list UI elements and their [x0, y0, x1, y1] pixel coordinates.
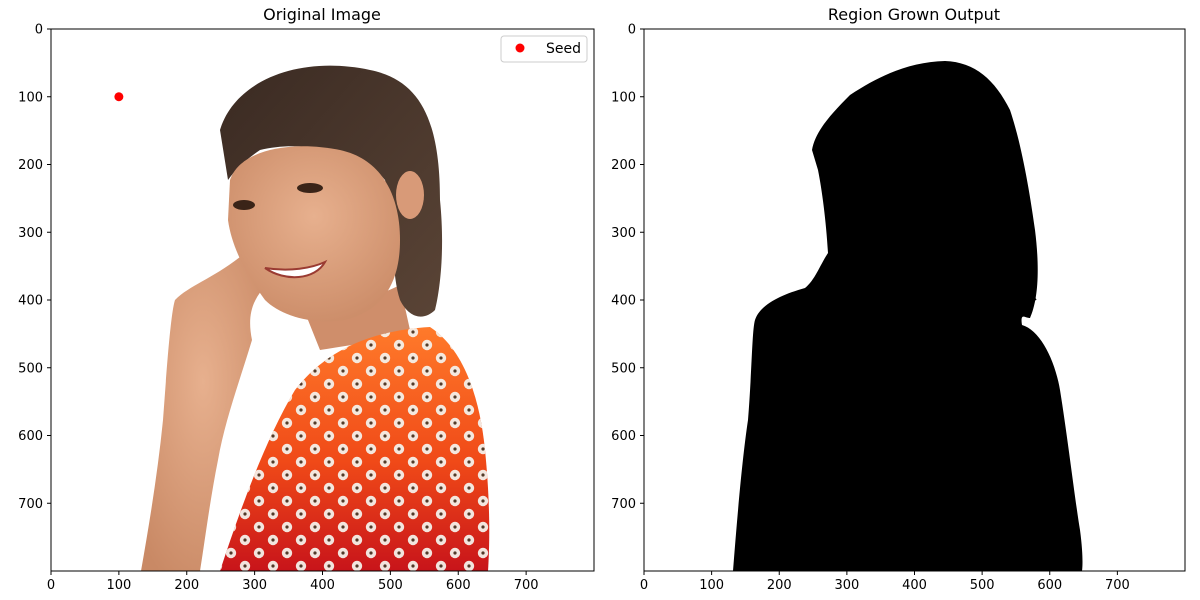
original-photo	[51, 29, 594, 571]
right-x-tick-label: 100	[699, 578, 724, 593]
right-y-tick-label: 300	[611, 226, 636, 241]
right-x-tick-label: 0	[640, 578, 648, 593]
right-x-tick-label: 300	[834, 578, 859, 593]
left-y-tick-label: 0	[35, 23, 43, 38]
left-x-tick-label: 600	[446, 578, 471, 593]
right-panel: Region Grown Output 0 100 200 300 400 500 600 7…	[611, 5, 1186, 593]
left-panel-title: Original Image	[263, 5, 381, 24]
photo-arm	[141, 255, 265, 571]
photo-neck	[300, 285, 410, 350]
left-y-tick-label: 700	[18, 497, 43, 512]
left-x-ticks: 0 100 200 300 400 500 600 700	[47, 571, 539, 593]
right-y-tick-label: 700	[611, 497, 636, 512]
right-y-tick-label: 400	[611, 294, 636, 309]
left-x-tick-label: 0	[47, 578, 55, 593]
right-panel-title: Region Grown Output	[828, 5, 1000, 24]
seed-points	[114, 92, 124, 102]
left-y-tick-label: 300	[18, 226, 43, 241]
right-x-ticks: 0 100 200 300 400 500 600 700	[640, 571, 1130, 593]
right-x-tick-label: 500	[970, 578, 995, 593]
left-x-tick-label: 300	[242, 578, 267, 593]
photo-hair	[220, 65, 443, 317]
left-y-tick-label: 500	[18, 361, 43, 376]
left-y-ticks: 0 100 200 300 400 500 600 700	[18, 23, 51, 512]
right-x-tick-label: 200	[767, 578, 792, 593]
photo-dress-flowers	[220, 327, 490, 571]
left-y-tick-label: 600	[18, 429, 43, 444]
left-y-tick-label: 200	[18, 158, 43, 173]
mask-hair-edge	[1031, 294, 1037, 301]
right-y-tick-label: 200	[611, 158, 636, 173]
right-x-tick-label: 700	[1105, 578, 1130, 593]
left-y-tick-label: 400	[18, 294, 43, 309]
legend-seed-marker	[515, 43, 525, 53]
right-x-tick-label: 400	[902, 578, 927, 593]
photo-face	[228, 146, 400, 322]
right-y-ticks: 0 100 200 300 400 500 600 700	[611, 23, 644, 512]
legend-seed-label: Seed	[546, 41, 581, 57]
photo-ear	[396, 171, 424, 219]
left-x-tick-label: 700	[514, 578, 539, 593]
left-x-tick-label: 200	[174, 578, 199, 593]
photo-smile	[264, 259, 328, 279]
right-y-tick-label: 600	[611, 429, 636, 444]
legend-box	[500, 35, 588, 63]
right-x-tick-label: 600	[1037, 578, 1062, 593]
photo-eye-left	[233, 200, 255, 210]
mask-region	[733, 61, 1083, 571]
left-y-tick-label: 100	[18, 90, 43, 105]
left-x-tick-label: 500	[378, 578, 403, 593]
legend: Seed	[500, 35, 588, 63]
right-y-tick-label: 100	[611, 90, 636, 105]
region-mask	[644, 29, 1185, 571]
photo-eye-right	[297, 183, 323, 193]
left-panel: Original Image 0 100 200 300 400 500 600 700 0 1…	[18, 5, 595, 593]
seed-point	[114, 92, 124, 102]
right-y-tick-label: 0	[628, 23, 636, 38]
left-x-tick-label: 400	[310, 578, 335, 593]
left-x-tick-label: 100	[106, 578, 131, 593]
right-y-tick-label: 500	[611, 361, 636, 376]
